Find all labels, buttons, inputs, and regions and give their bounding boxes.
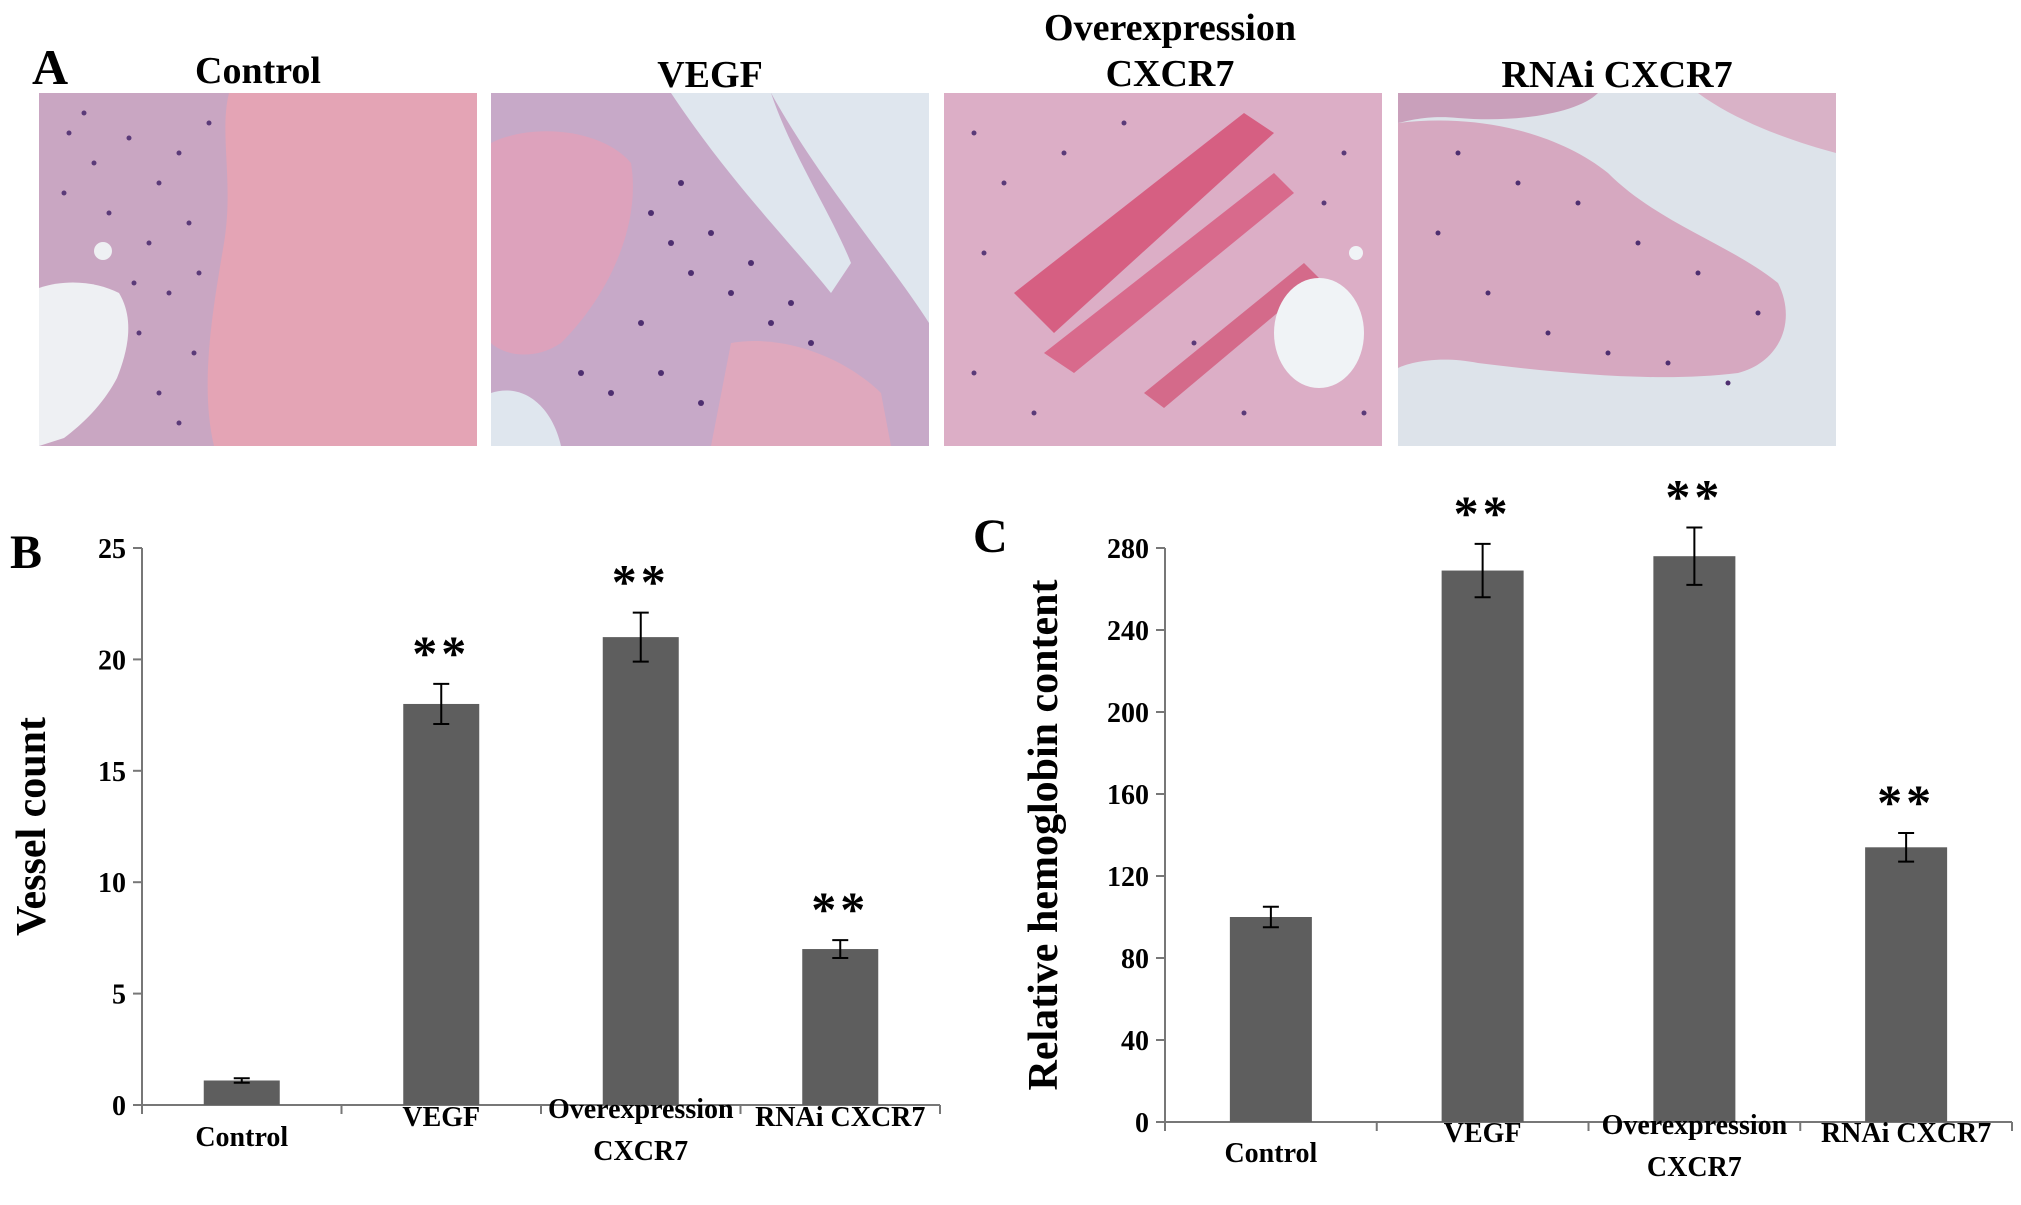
y-tick-label: 25	[98, 534, 126, 565]
y-tick-label: 280	[1107, 534, 1149, 565]
y-tick-label: 0	[1135, 1108, 1149, 1139]
bar	[1653, 556, 1736, 1122]
bar	[1865, 847, 1948, 1122]
panel-b-label: B	[10, 526, 42, 579]
x-tick-label: Control	[1224, 1138, 1317, 1169]
bar	[203, 1080, 280, 1105]
y-tick-label: 160	[1107, 780, 1149, 811]
bar	[1441, 570, 1524, 1122]
micrograph-rnai	[1398, 93, 1836, 446]
y-tick-label: 20	[98, 645, 126, 676]
significance-marker: **	[1877, 774, 1935, 830]
micrograph-overexpression	[944, 93, 1382, 446]
micrograph-control	[39, 93, 477, 446]
x-tick-label: VEGF	[402, 1102, 480, 1133]
x-tick-label: RNAi CXCR7	[1821, 1118, 1991, 1149]
x-tick-label: Control	[195, 1122, 288, 1153]
bar	[403, 703, 480, 1105]
image-title-rnai: RNAi CXCR7	[1501, 54, 1733, 96]
chart-vessel-count: 0 5 10 15 20 25 Vessel count Control ** VEGF ** Ove…	[9, 534, 941, 1167]
y-tick-label: 80	[1121, 944, 1149, 975]
x-tick-label: CXCR7	[1647, 1152, 1742, 1183]
significance-marker: **	[612, 554, 670, 610]
micrograph-vegf	[491, 93, 929, 446]
y-tick-label: 120	[1107, 862, 1149, 893]
bar	[1229, 917, 1312, 1122]
y-tick-label: 10	[98, 868, 126, 899]
y-tick-label: 0	[112, 1091, 126, 1122]
significance-marker: **	[811, 881, 869, 937]
image-title-overexpression: Overexpression CXCR7	[1044, 7, 1296, 95]
image-title-vegf: VEGF	[657, 54, 763, 96]
x-tick-label: Overexpression	[1602, 1110, 1788, 1141]
bar	[602, 637, 679, 1105]
chart-hemoglobin-content: 0 40 80 120 160 200 240 280 Relative hemoglobin …	[1021, 469, 2013, 1183]
significance-marker: **	[1665, 469, 1723, 525]
x-tick-label: Overexpression	[548, 1094, 734, 1125]
y-tick-label: 40	[1121, 1026, 1149, 1057]
x-tick-label: VEGF	[1444, 1118, 1522, 1149]
y-tick-label: 200	[1107, 698, 1149, 729]
y-axis-label: Vessel count	[9, 717, 55, 936]
significance-marker: **	[1454, 485, 1512, 541]
y-axis-label: Relative hemoglobin content	[1021, 580, 1067, 1091]
x-tick-label: CXCR7	[593, 1136, 688, 1167]
significance-marker: **	[412, 625, 470, 681]
y-tick-label: 240	[1107, 616, 1149, 647]
panel-c-label: C	[973, 510, 1008, 563]
y-tick-label: 15	[98, 757, 126, 788]
y-tick-label: 5	[112, 980, 126, 1011]
panel-a-label: A	[32, 39, 69, 95]
x-tick-label: RNAi CXCR7	[755, 1102, 925, 1133]
image-title-control: Control	[195, 50, 321, 92]
bar	[802, 949, 879, 1105]
